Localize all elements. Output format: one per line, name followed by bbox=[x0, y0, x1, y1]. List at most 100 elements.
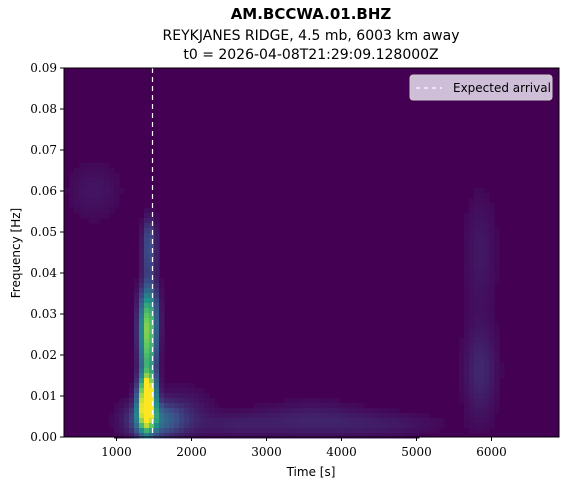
heatmap-cell bbox=[354, 403, 360, 409]
heatmap-cell bbox=[334, 408, 340, 414]
heatmap-cell bbox=[79, 173, 85, 179]
heatmap-cell bbox=[154, 353, 160, 359]
heatmap-cell bbox=[479, 293, 485, 299]
heatmap-cell bbox=[139, 288, 145, 294]
heatmap-cell bbox=[109, 418, 115, 424]
heatmap-cell bbox=[489, 273, 495, 279]
heatmap-cell bbox=[479, 383, 485, 389]
heatmap-cell bbox=[479, 358, 485, 364]
y-tick-label: 0.08 bbox=[30, 102, 57, 116]
heatmap-cell bbox=[174, 388, 180, 394]
heatmap-cell bbox=[349, 428, 355, 434]
heatmap-cell bbox=[154, 363, 160, 369]
heatmap-cell bbox=[149, 408, 155, 414]
heatmap-cell bbox=[464, 228, 470, 234]
heatmap-cell bbox=[464, 343, 470, 349]
heatmap-cell bbox=[299, 428, 305, 434]
heatmap-cell bbox=[149, 218, 155, 224]
heatmap-cell bbox=[479, 208, 485, 214]
heatmap-cell bbox=[289, 413, 295, 419]
heatmap-cell bbox=[484, 313, 490, 319]
heatmap-cell bbox=[289, 418, 295, 424]
heatmap-cell bbox=[479, 373, 485, 379]
heatmap-cell bbox=[329, 433, 335, 439]
heatmap-cell bbox=[359, 418, 365, 424]
heatmap-cell bbox=[489, 278, 495, 284]
heatmap-cell bbox=[244, 408, 250, 414]
heatmap-cell bbox=[159, 373, 165, 379]
heatmap-cell bbox=[479, 268, 485, 274]
heatmap-cell bbox=[194, 418, 200, 424]
heatmap-cell bbox=[124, 428, 130, 434]
heatmap-cell bbox=[464, 363, 470, 369]
heatmap-cell bbox=[374, 408, 380, 414]
heatmap-cell bbox=[304, 418, 310, 424]
heatmap-cell bbox=[334, 423, 340, 429]
heatmap-cell bbox=[234, 433, 240, 439]
heatmap-cell bbox=[359, 433, 365, 439]
heatmap-cell bbox=[149, 213, 155, 219]
heatmap-cell bbox=[139, 233, 145, 239]
y-tick-label: 0.01 bbox=[30, 389, 57, 403]
heatmap-cell bbox=[474, 303, 480, 309]
heatmap-cell bbox=[489, 253, 495, 259]
heatmap-cell bbox=[409, 418, 415, 424]
heatmap-cell bbox=[244, 423, 250, 429]
heatmap-cell bbox=[309, 403, 315, 409]
heatmap-cell bbox=[329, 403, 335, 409]
heatmap-cell bbox=[139, 253, 145, 259]
heatmap-cell bbox=[484, 308, 490, 314]
heatmap-cell bbox=[144, 293, 150, 299]
heatmap-cell bbox=[399, 418, 405, 424]
heatmap-cell bbox=[479, 238, 485, 244]
heatmap-cell bbox=[394, 418, 400, 424]
heatmap-cell bbox=[409, 423, 415, 429]
heatmap-cell bbox=[149, 413, 155, 419]
heatmap-cell bbox=[494, 273, 500, 279]
heatmap-cell bbox=[89, 173, 95, 179]
heatmap-cell bbox=[124, 433, 130, 439]
heatmap-cell bbox=[94, 213, 100, 219]
heatmap-cell bbox=[479, 223, 485, 229]
heatmap-cell bbox=[84, 193, 90, 199]
heatmap-cell bbox=[409, 433, 415, 439]
heatmap-cell bbox=[274, 428, 280, 434]
heatmap-cell bbox=[294, 423, 300, 429]
heatmap-cell bbox=[294, 433, 300, 439]
heatmap-cell bbox=[149, 353, 155, 359]
heatmap-cell bbox=[79, 168, 85, 174]
heatmap-cell bbox=[284, 428, 290, 434]
heatmap-cell bbox=[134, 318, 140, 324]
heatmap-cell bbox=[109, 413, 115, 419]
heatmap-cell bbox=[104, 163, 110, 169]
heatmap-cell bbox=[299, 433, 305, 439]
heatmap-cell bbox=[139, 343, 145, 349]
heatmap-cell bbox=[79, 203, 85, 209]
heatmap-cell bbox=[489, 383, 495, 389]
heatmap-cell bbox=[239, 408, 245, 414]
heatmap-cell bbox=[134, 348, 140, 354]
heatmap-cell bbox=[489, 418, 495, 424]
heatmap-cell bbox=[139, 268, 145, 274]
heatmap-cell bbox=[74, 208, 80, 214]
heatmap-cell bbox=[474, 428, 480, 434]
heatmap-cell bbox=[144, 223, 150, 229]
heatmap-cell bbox=[154, 348, 160, 354]
heatmap-cell bbox=[399, 428, 405, 434]
heatmap-cell bbox=[494, 393, 500, 399]
heatmap-cell bbox=[194, 393, 200, 399]
heatmap-cell bbox=[159, 383, 165, 389]
heatmap-cell bbox=[139, 363, 145, 369]
heatmap-cell bbox=[149, 233, 155, 239]
heatmap-cell bbox=[474, 273, 480, 279]
heatmap-cell bbox=[474, 408, 480, 414]
heatmap-cell bbox=[129, 388, 135, 394]
heatmap-cell bbox=[249, 428, 255, 434]
heatmap-cell bbox=[349, 413, 355, 419]
heatmap-cell bbox=[154, 383, 160, 389]
heatmap-cell bbox=[484, 268, 490, 274]
heatmap-cell bbox=[349, 418, 355, 424]
heatmap-cell bbox=[184, 433, 190, 439]
heatmap-cell bbox=[474, 358, 480, 364]
heatmap-cell bbox=[74, 193, 80, 199]
